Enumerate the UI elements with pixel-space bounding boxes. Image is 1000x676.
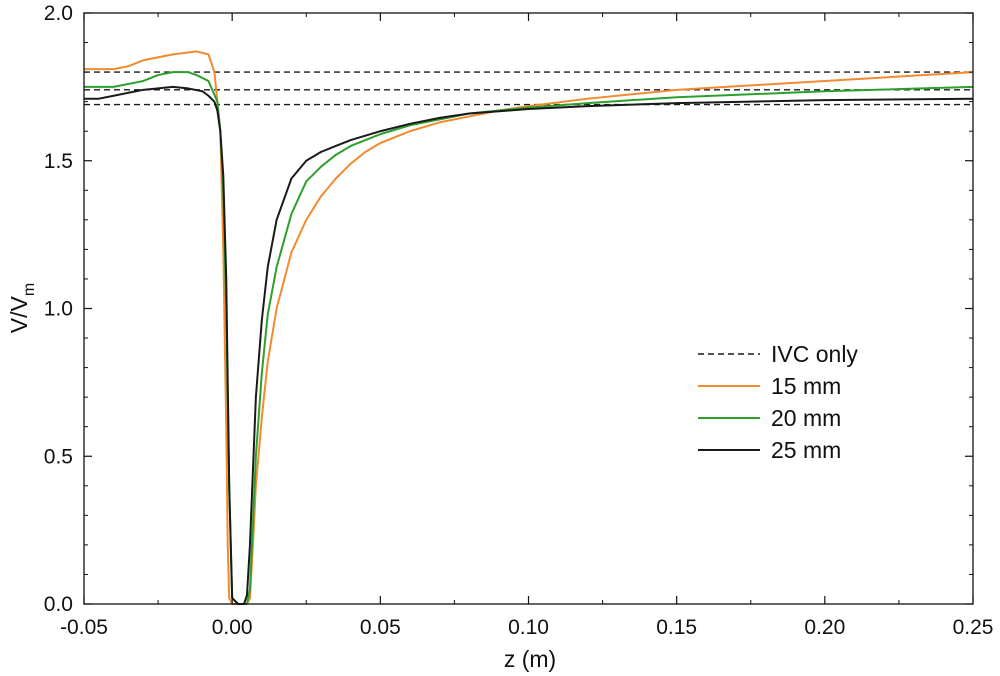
y-tick-label: 2.0 — [44, 2, 73, 25]
series-line-20-mm — [84, 71, 974, 605]
tick-labels: -0.05 0.00 0.05 0.10 0.15 0.20 0.25 0.0 0.5 1.0 1.… — [44, 2, 994, 639]
y-axis-title: V/Vm — [6, 283, 38, 333]
plot-frame — [83, 12, 974, 605]
plot-area — [84, 50, 974, 605]
y-axis-title-main: V/V — [6, 295, 32, 333]
legend: IVC only 15 mm 20 mm 25 mm — [698, 341, 858, 463]
legend-label: 20 mm — [771, 405, 841, 431]
y-tick-label: 1.5 — [44, 150, 73, 173]
legend-label: IVC only — [771, 341, 858, 367]
legend-label: 15 mm — [771, 373, 841, 399]
x-tick-label: 0.00 — [212, 616, 253, 639]
series-line-15-mm — [84, 50, 974, 605]
x-tick-label: -0.05 — [60, 616, 108, 639]
x-axis-title: z (m) — [504, 646, 556, 672]
series-line-25-mm — [84, 85, 974, 605]
legend-label: 25 mm — [771, 437, 841, 463]
y-axis-title-subscript: m — [21, 283, 38, 296]
y-tick-label: 1.0 — [44, 298, 73, 321]
y-tick-label: 0.5 — [44, 445, 73, 468]
x-tick-label: 0.20 — [804, 616, 845, 639]
y-tick-label: 0.0 — [44, 593, 73, 616]
x-tick-label: 0.15 — [656, 616, 697, 639]
x-tick-label: 0.05 — [360, 616, 401, 639]
x-tick-label: 0.10 — [508, 616, 549, 639]
x-tick-label: 0.25 — [953, 616, 994, 639]
